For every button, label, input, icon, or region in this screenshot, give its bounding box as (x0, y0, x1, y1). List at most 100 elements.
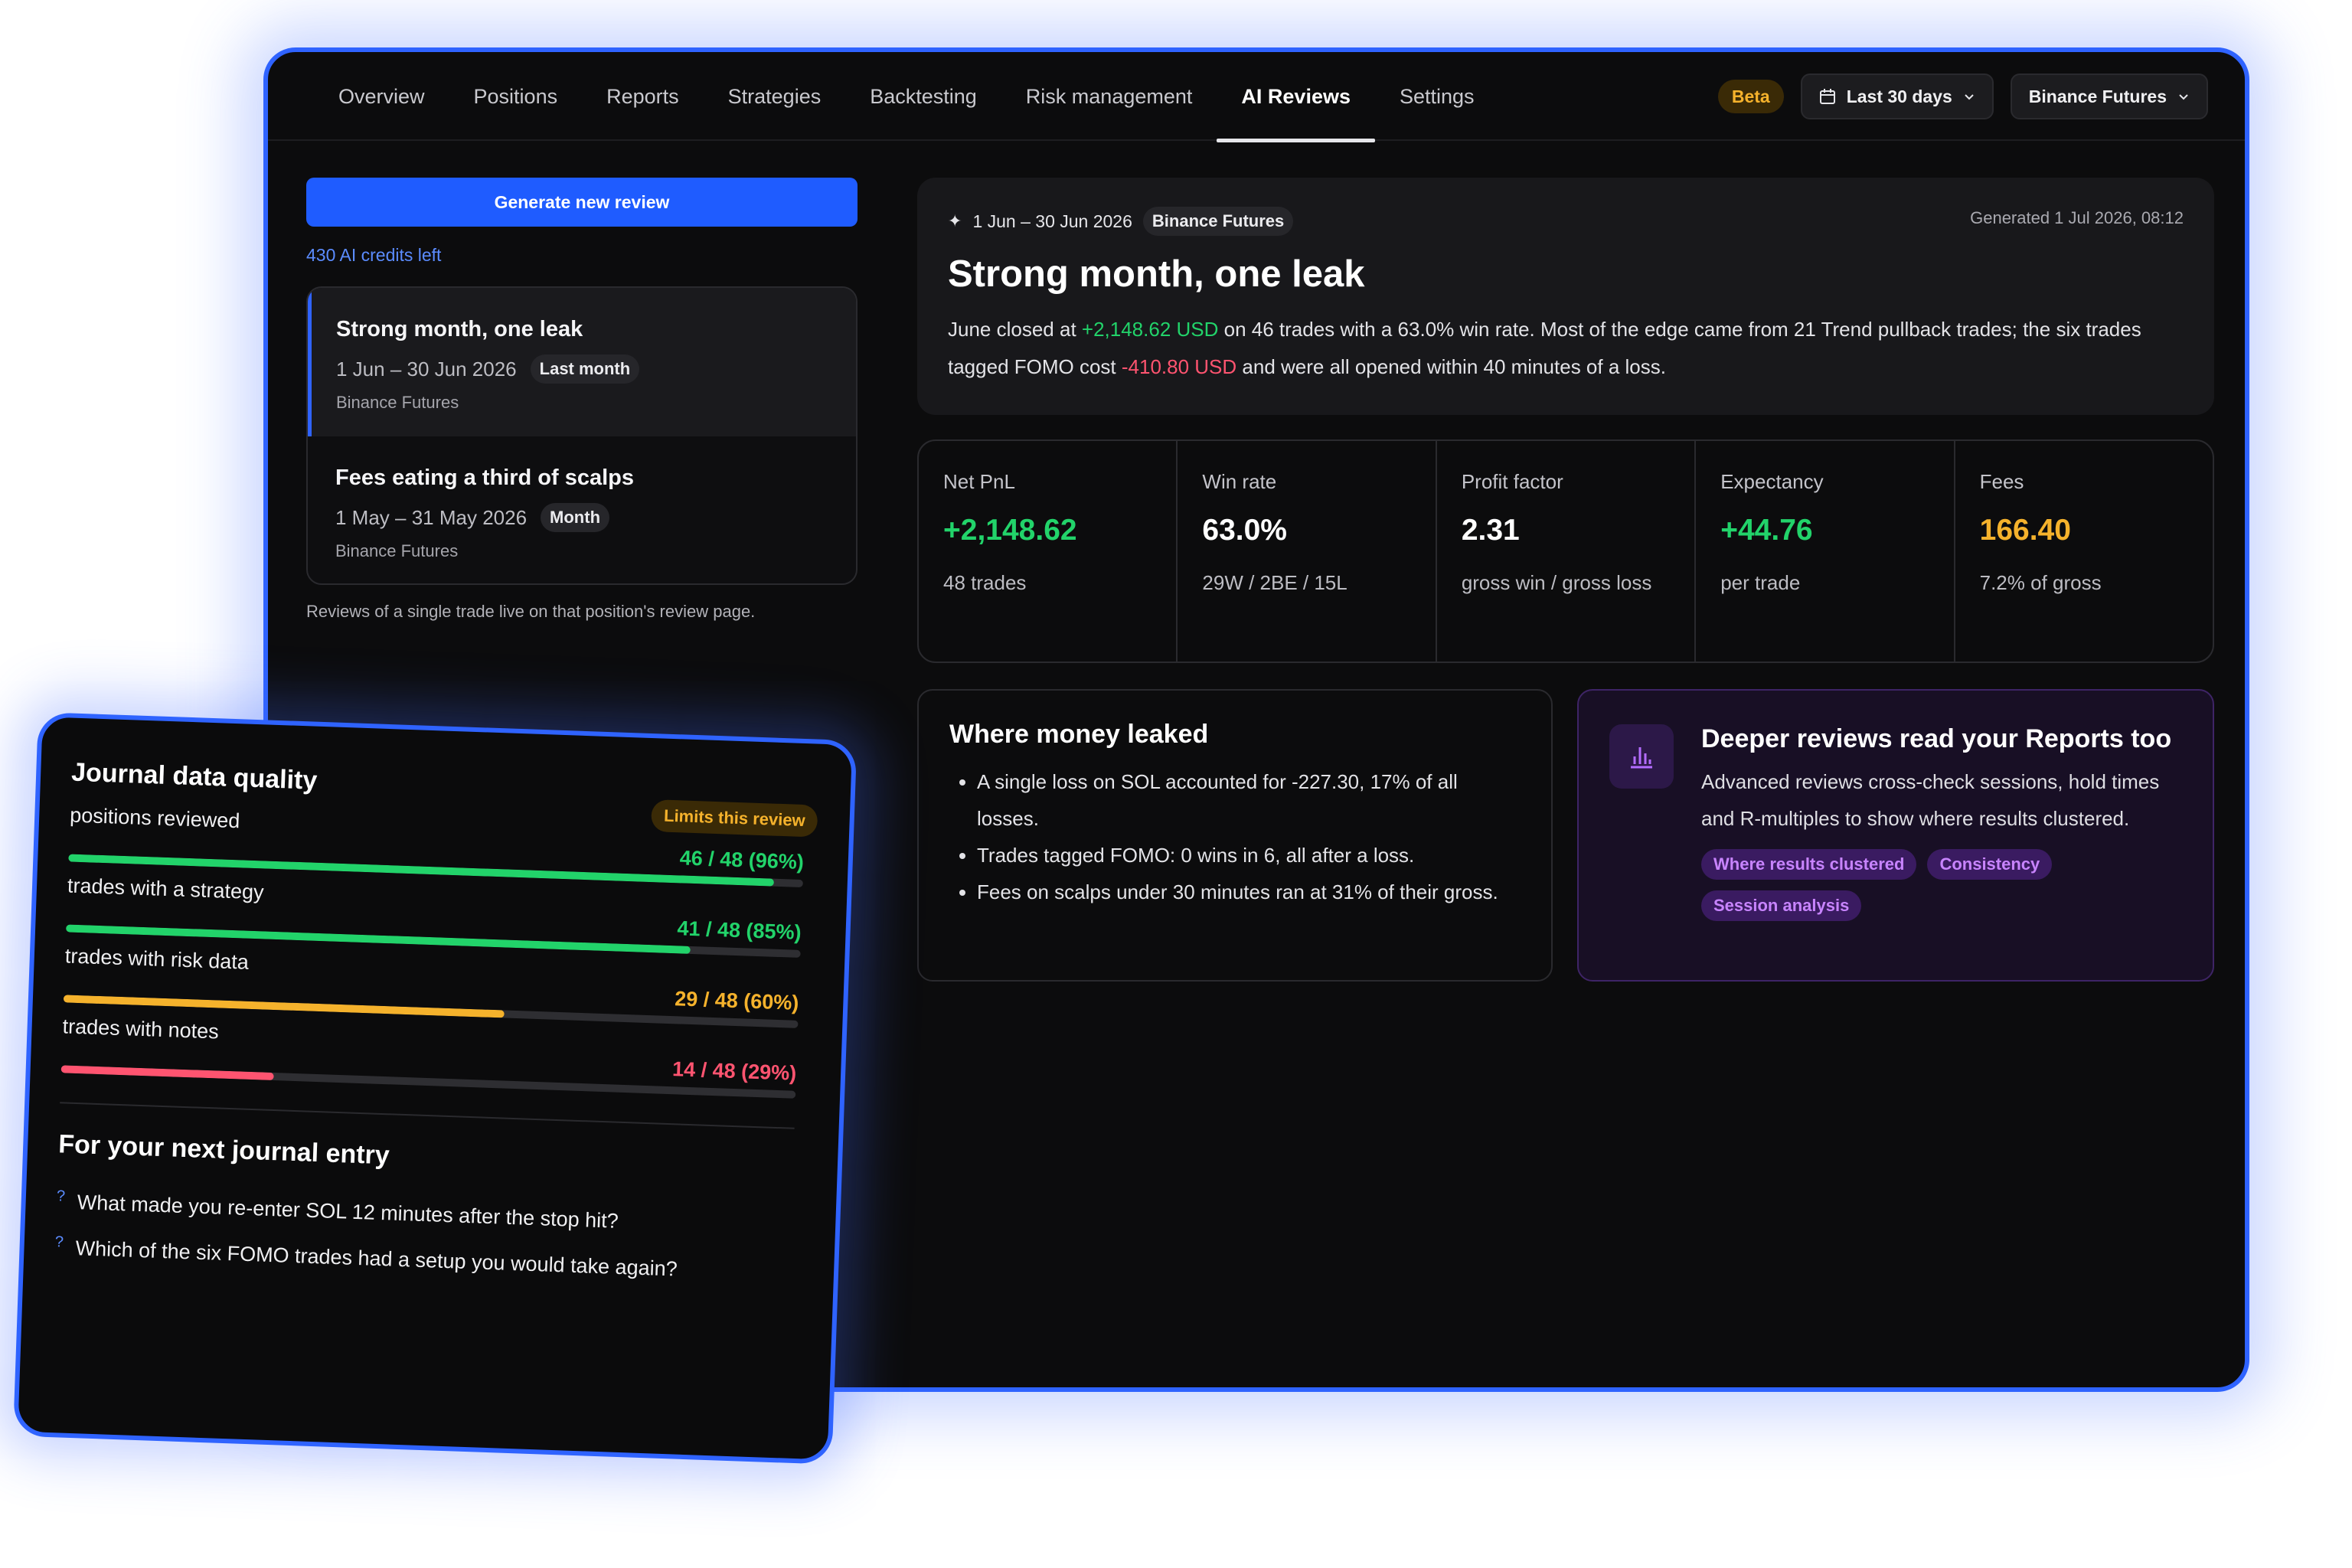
quality-value: 41 / 48 (85%) (677, 916, 802, 944)
summary-text: June closed at +2,148.62 USD on 46 trade… (948, 311, 2188, 386)
tab-overview[interactable]: Overview (338, 85, 425, 108)
tab-risk-management[interactable]: Risk management (1025, 85, 1193, 108)
credits-left: 430 AI credits left (306, 245, 442, 265)
nav-controls: Beta Last 30 days Binance Futures (1717, 74, 2208, 119)
review-source: Binance Futures (336, 393, 459, 412)
stat-label: Win rate (1202, 470, 1277, 493)
beta-badge: Beta (1717, 80, 1784, 113)
tab-backtesting[interactable]: Backtesting (870, 85, 977, 108)
stat-profit-factor: Profit factor 2.31 gross win / gross los… (1437, 441, 1697, 662)
question-item: ? Which of the six FOMO trades had a setu… (54, 1233, 805, 1285)
quality-value: 46 / 48 (96%) (679, 846, 805, 874)
feature-tag: Consistency (1927, 849, 2053, 880)
chevron-down-icon (1965, 94, 1974, 100)
leak-list: A single loss on SOL accounted for -227.… (949, 763, 1521, 910)
stat-label: Profit factor (1461, 470, 1563, 493)
stat-sub: gross win / gross loss (1461, 571, 1652, 594)
chevron-down-icon (2179, 94, 2188, 100)
quality-label: trades with notes (62, 1014, 220, 1044)
tab-reports[interactable]: Reports (606, 85, 679, 108)
top-navigation: Overview Positions Reports Strategies Ba… (268, 52, 2245, 142)
tab-positions[interactable]: Positions (473, 85, 558, 108)
deeper-reviews-card: Deeper reviews read your Reports too Adv… (1577, 689, 2214, 982)
quality-label: trades with a strategy (67, 874, 265, 904)
summary-pnl: +2,148.62 USD (1081, 318, 1219, 341)
question-icon: ? (56, 1187, 66, 1205)
sparkle-icon: ✦ (948, 211, 962, 230)
divider (60, 1102, 795, 1129)
money-leaked-card: Where money leaked A single loss on SOL … (917, 689, 1553, 982)
review-dates: 1 May – 31 May 2026 (335, 505, 528, 529)
stat-sub: 48 trades (943, 571, 1027, 594)
review-item[interactable]: Fees eating a third of scalps 1 May – 31… (308, 436, 856, 583)
stat-label: Expectancy (1720, 470, 1824, 493)
review-source: Binance Futures (335, 541, 459, 560)
review-period-tag: Last month (530, 354, 640, 384)
stat-label: Fees (1979, 470, 2024, 493)
stats-row: Net PnL +2,148.62 48 trades Win rate 63.… (917, 439, 2214, 663)
date-range-dropdown[interactable]: Last 30 days (1800, 74, 1994, 119)
summary-text-part: and were all opened within 40 minutes of… (1236, 355, 1666, 378)
stat-sub: 29W / 2BE / 15L (1202, 571, 1348, 594)
card-title: Where money leaked (949, 720, 1209, 749)
journal-quality-card: Journal data quality Limits this review … (12, 712, 858, 1465)
quality-value: 14 / 48 (29%) (671, 1057, 797, 1085)
stat-sub: 7.2% of gross (1979, 571, 2102, 594)
progress-fill (60, 1065, 275, 1081)
quality-value: 29 / 48 (60%) (674, 987, 799, 1014)
deeper-text: Advanced reviews cross-check sessions, h… (1701, 770, 2160, 830)
stat-fees: Fees 166.40 7.2% of gross (1955, 441, 2213, 662)
quality-label: trades with risk data (64, 944, 250, 974)
review-summary-card: ✦ 1 Jun – 30 Jun 2026 Binance Futures Ge… (917, 178, 2214, 415)
stat-value: 63.0% (1202, 514, 1287, 547)
stat-value: +44.76 (1720, 514, 1813, 547)
stat-value: 166.40 (1979, 514, 2071, 547)
question-icon: ? (54, 1233, 64, 1251)
feature-tag: Where results clustered (1701, 849, 1917, 880)
exchange-dropdown[interactable]: Binance Futures (2010, 74, 2208, 119)
exchange-label: Binance Futures (2028, 86, 2167, 106)
generate-review-button[interactable]: Generate new review (306, 178, 858, 227)
calendar-icon (1819, 89, 1835, 104)
card-title: Journal data quality (70, 757, 318, 795)
review-period-tag: Month (541, 503, 610, 532)
review-title: Fees eating a third of scalps (335, 466, 634, 490)
tab-strategies[interactable]: Strategies (727, 85, 822, 108)
list-item: Fees on scalps under 30 minutes ran at 3… (977, 874, 1521, 910)
summary-title: Strong month, one leak (948, 253, 1365, 295)
question-text: What made you re-enter SOL 12 minutes af… (77, 1191, 619, 1233)
question-text: Which of the six FOMO trades had a setup… (75, 1236, 678, 1281)
summary-exchange-tag: Binance Futures (1142, 207, 1294, 236)
quality-row: trades with notes 14 / 48 (29%) (60, 1014, 797, 1099)
progress-fill (63, 995, 505, 1018)
stat-label: Net PnL (943, 470, 1015, 493)
stat-value: +2,148.62 (943, 514, 1077, 547)
card-title: Deeper reviews read your Reports too (1701, 724, 2172, 753)
generated-timestamp: Generated 1 Jul 2026, 08:12 (1970, 208, 2184, 227)
review-item[interactable]: Strong month, one leak 1 Jun – 30 Jun 20… (308, 288, 856, 436)
review-title: Strong month, one leak (336, 317, 583, 341)
summary-fomo-cost: -410.80 USD (1121, 355, 1237, 378)
quality-row: trades with a strategy 41 / 48 (85%) (65, 874, 802, 959)
review-list: Strong month, one leak 1 Jun – 30 Jun 20… (306, 286, 858, 585)
date-range-label: Last 30 days (1846, 86, 1952, 106)
deeper-tags: Where results clustered Consistency Sess… (1701, 849, 2130, 921)
list-item: A single loss on SOL accounted for -227.… (977, 763, 1521, 837)
tab-settings[interactable]: Settings (1399, 85, 1475, 108)
stat-net-pnl: Net PnL +2,148.62 48 trades (919, 441, 1178, 662)
feature-tag: Session analysis (1701, 890, 1862, 921)
summary-period: 1 Jun – 30 Jun 2026 (972, 211, 1132, 231)
nav-tabs: Overview Positions Reports Strategies Ba… (314, 52, 1499, 142)
stat-value: 2.31 (1461, 514, 1520, 547)
bar-chart-icon (1609, 724, 1674, 789)
single-trade-note: Reviews of a single trade live on that p… (306, 602, 756, 621)
stat-win-rate: Win rate 63.0% 29W / 2BE / 15L (1178, 441, 1437, 662)
quality-label: positions reviewed (69, 803, 240, 833)
tab-ai-reviews[interactable]: AI Reviews (1217, 52, 1375, 142)
summary-text-part: June closed at (948, 318, 1082, 341)
review-dates: 1 Jun – 30 Jun 2026 (336, 357, 517, 381)
question-item: ? What made you re-enter SOL 12 minutes a… (56, 1187, 807, 1240)
stat-sub: per trade (1720, 571, 1801, 594)
summary-text-part: on 46 trades with a 63.0% win rate. Most… (948, 318, 2141, 378)
list-item: Trades tagged FOMO: 0 wins in 6, all aft… (977, 837, 1521, 874)
